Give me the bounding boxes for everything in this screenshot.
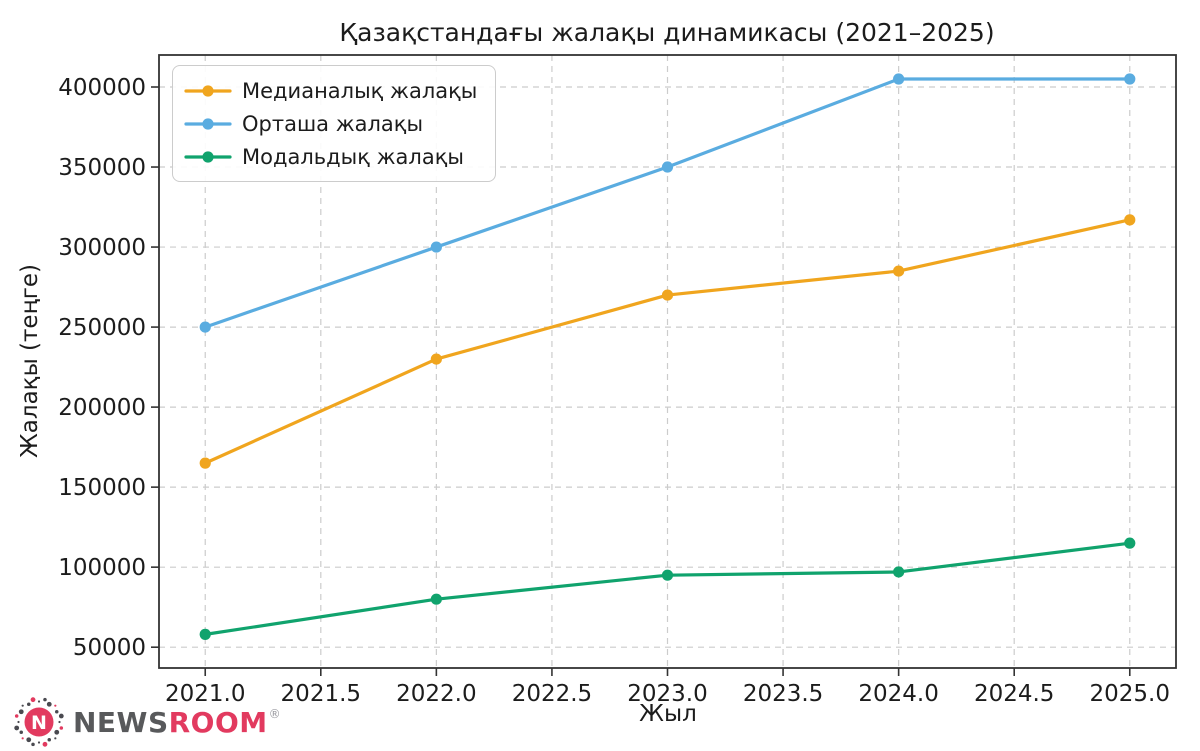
legend-label: Медианалық жалақы bbox=[242, 78, 478, 103]
y-tick-label: 100000 bbox=[58, 555, 146, 581]
data-point-marker bbox=[661, 289, 674, 301]
logo-ring-dot bbox=[21, 737, 24, 740]
y-tick-label: 400000 bbox=[58, 75, 146, 101]
x-tick-label: 2024.0 bbox=[858, 681, 938, 707]
legend-label: Модальдық жалақы bbox=[242, 144, 464, 169]
data-point-marker bbox=[893, 73, 905, 85]
legend-item-0: Медианалық жалақы bbox=[184, 75, 477, 106]
data-point-marker bbox=[199, 457, 211, 469]
logo-ring-dot bbox=[30, 697, 36, 703]
y-tick-label: 350000 bbox=[58, 155, 146, 181]
legend-swatch bbox=[184, 84, 232, 97]
y-tick-label: 150000 bbox=[58, 475, 146, 501]
logo-circle bbox=[24, 707, 54, 737]
legend-swatch bbox=[184, 150, 232, 163]
chart-title: Қазақстандағы жалақы динамикасы (2021–20… bbox=[339, 18, 995, 47]
newsroom-wordmark: NEWSROOM® bbox=[73, 708, 281, 737]
logo-ring-dot bbox=[18, 709, 24, 715]
legend-swatch bbox=[184, 117, 232, 130]
x-tick-label: 2023.0 bbox=[627, 681, 707, 707]
wordmark-room: ROOM bbox=[168, 705, 268, 739]
logo-ring-dot bbox=[59, 726, 64, 730]
legend-item-1: Орташа жалақы bbox=[184, 108, 477, 139]
x-tick-label: 2022.5 bbox=[512, 681, 592, 707]
logo-ring-dot bbox=[37, 741, 41, 744]
x-tick-label: 2024.5 bbox=[974, 681, 1054, 707]
logo-ring-dot bbox=[54, 729, 60, 735]
legend-label: Орташа жалақы bbox=[242, 111, 424, 136]
logo-ring-dot bbox=[43, 697, 47, 702]
logo-ring-dot bbox=[46, 701, 52, 707]
data-point-marker bbox=[1124, 537, 1136, 549]
data-point-marker bbox=[893, 566, 905, 578]
x-tick-label: 2021.5 bbox=[281, 681, 361, 707]
logo-ring-dot bbox=[17, 720, 20, 724]
data-point-marker bbox=[430, 241, 442, 253]
legend-marker bbox=[202, 84, 214, 97]
logo-ring-dot bbox=[31, 742, 35, 747]
x-tick-label: 2021.0 bbox=[165, 681, 245, 707]
logo-ring-dot bbox=[19, 730, 23, 734]
legend-item-2: Модальдық жалақы bbox=[184, 141, 477, 172]
legend-marker bbox=[202, 150, 214, 163]
data-point-marker bbox=[430, 593, 442, 605]
data-point-marker bbox=[199, 321, 211, 333]
data-point-marker bbox=[661, 569, 674, 581]
y-tick-label: 300000 bbox=[58, 235, 146, 261]
newsroom-logo: N NEWSROOM® bbox=[14, 697, 281, 747]
data-point-marker bbox=[1124, 73, 1136, 85]
x-tick-label: 2023.5 bbox=[743, 681, 823, 707]
data-point-marker bbox=[661, 161, 674, 173]
legend: Медианалық жалақы Орташа жалақы Модальдық … bbox=[172, 65, 497, 182]
y-tick-label: 50000 bbox=[73, 635, 146, 661]
newsroom-logo-icon: N bbox=[14, 697, 64, 747]
logo-ring-dot bbox=[26, 737, 32, 743]
x-axis-label: Жыл bbox=[639, 701, 697, 727]
x-tick-label: 2025.0 bbox=[1090, 681, 1170, 707]
legend-marker bbox=[202, 117, 214, 130]
data-point-marker bbox=[199, 628, 211, 640]
logo-ring-dot bbox=[14, 725, 20, 731]
logo-ring-dot bbox=[37, 700, 41, 703]
data-point-marker bbox=[1124, 214, 1136, 226]
data-point-marker bbox=[430, 353, 442, 365]
logo-ring-dot bbox=[54, 704, 57, 707]
logo-ring-dot bbox=[21, 704, 24, 707]
logo-ring-dot bbox=[55, 710, 59, 714]
x-tick-label: 2022.0 bbox=[396, 681, 476, 707]
plot-border bbox=[158, 54, 1177, 669]
registered-trademark-symbol: ® bbox=[268, 706, 282, 721]
logo-letter: N bbox=[31, 712, 47, 734]
wordmark-news: NEWS bbox=[73, 705, 169, 739]
logo-ring-dot bbox=[27, 702, 31, 706]
logo-ring-dot bbox=[58, 720, 61, 724]
logo-ring-dot bbox=[42, 741, 48, 747]
y-tick-label: 200000 bbox=[58, 395, 146, 421]
y-tick-label: 250000 bbox=[58, 315, 146, 341]
logo-ring-dot bbox=[14, 714, 19, 718]
logo-ring-dot bbox=[47, 738, 51, 742]
logo-ring-dot bbox=[54, 737, 57, 740]
data-point-marker bbox=[893, 265, 905, 277]
logo-ring-dot bbox=[58, 713, 64, 719]
